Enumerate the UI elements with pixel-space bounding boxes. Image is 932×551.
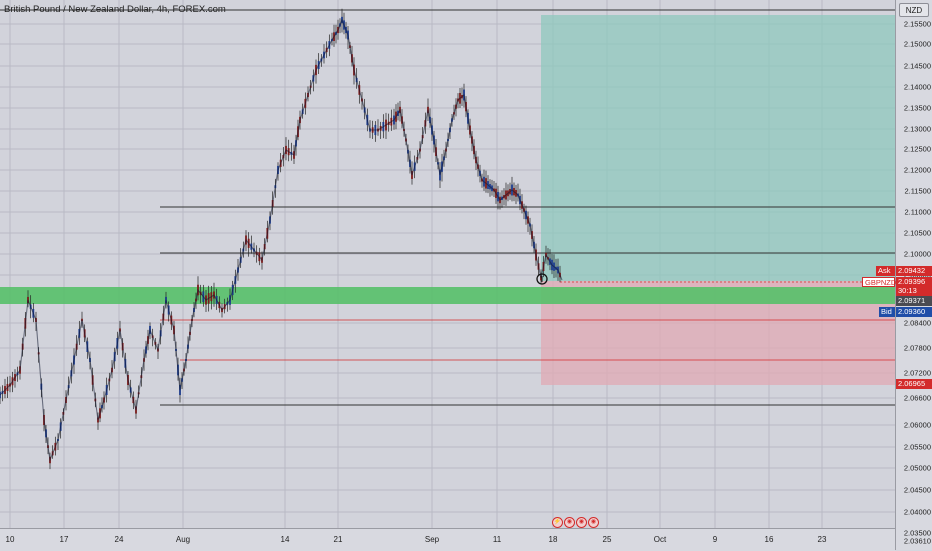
price-axis-label: 2.15000: [903, 39, 931, 49]
time-axis-label: 11: [492, 535, 502, 544]
price-axis-label: 2.04000: [903, 507, 931, 517]
price-axis-label: 2.14500: [903, 61, 931, 71]
price-axis-label: 2.07800: [903, 343, 931, 353]
price-axis-label: 2.08400: [903, 318, 931, 328]
bid-tag: Bid: [879, 307, 895, 317]
time-axis-label: Sep: [424, 535, 440, 544]
price-axis-label: 2.14000: [903, 82, 931, 92]
price-axis-bottom-label: 2.03610: [903, 536, 931, 546]
time-axis-label: 25: [602, 535, 612, 544]
time-axis-label: 21: [333, 535, 343, 544]
time-axis-label: Aug: [175, 535, 191, 544]
ask-tag: Ask: [876, 266, 895, 276]
time-axis-label: 24: [114, 535, 124, 544]
time-axis-label: 9: [712, 535, 718, 544]
support-band: [0, 287, 895, 304]
symbol-title: British Pound / New Zealand Dollar, 4h, …: [4, 4, 226, 15]
ask-value-tag: 2.09432: [896, 266, 932, 276]
time-axis-label: 14: [280, 535, 290, 544]
price-axis-label: 2.10000: [903, 249, 931, 259]
price-axis-label: 2.05500: [903, 442, 931, 452]
price-axis-label: 2.13000: [903, 124, 931, 134]
event-icon[interactable]: ◉: [564, 517, 575, 528]
price-axis-label: 2.06600: [903, 393, 931, 403]
price-axis-label: 2.10500: [903, 228, 931, 238]
price-axis-label: 2.13500: [903, 103, 931, 113]
bid-value-tag: 2.09360: [896, 307, 932, 317]
price-axis-label: 2.12500: [903, 144, 931, 154]
countdown-tag: 30:13: [896, 286, 932, 296]
symbol-tag: GBPNZD: [862, 277, 896, 287]
time-axis-label: 17: [59, 535, 69, 544]
price-axis-label: 2.11500: [904, 186, 931, 196]
event-icons-row: ⚡ ◉ ◉ ◉: [552, 517, 599, 528]
flash-icon[interactable]: ⚡: [552, 517, 563, 528]
time-axis-label: 16: [764, 535, 774, 544]
price-axis-label: 2.06000: [903, 420, 931, 430]
last-price-tag: 2.09396: [896, 277, 932, 287]
time-axis-label: 18: [548, 535, 558, 544]
price-axis-label: 2.04500: [903, 485, 931, 495]
target-zone: [541, 15, 895, 281]
event-icon[interactable]: ◉: [588, 517, 599, 528]
time-axis[interactable]: 10 17 24 Aug 14 21 Sep 11 18 25 Oct 9 16 23: [0, 528, 895, 551]
price-axis-label: 2.05000: [903, 463, 931, 473]
stop-value-tag: 2.06965: [896, 379, 932, 389]
time-axis-label: Oct: [653, 535, 667, 544]
time-axis-label: 23: [817, 535, 827, 544]
price-path: [0, 18, 563, 463]
price-axis-label: 2.03500: [903, 528, 931, 538]
price-axis-label: 2.12000: [903, 165, 931, 175]
price-axis-label: 2.11000: [904, 207, 931, 217]
price-axis-label: 2.15500: [903, 19, 931, 29]
level-tag: 2.09371: [896, 296, 932, 306]
price-axis-label: 2.07200: [903, 368, 931, 378]
chart-pane[interactable]: British Pound / New Zealand Dollar, 4h, …: [0, 0, 895, 528]
currency-button[interactable]: NZD: [899, 3, 929, 17]
candlestick-chart[interactable]: [0, 0, 895, 528]
event-icon[interactable]: ◉: [576, 517, 587, 528]
time-axis-label: 10: [5, 535, 15, 544]
entry-marker-icon: [536, 273, 548, 285]
